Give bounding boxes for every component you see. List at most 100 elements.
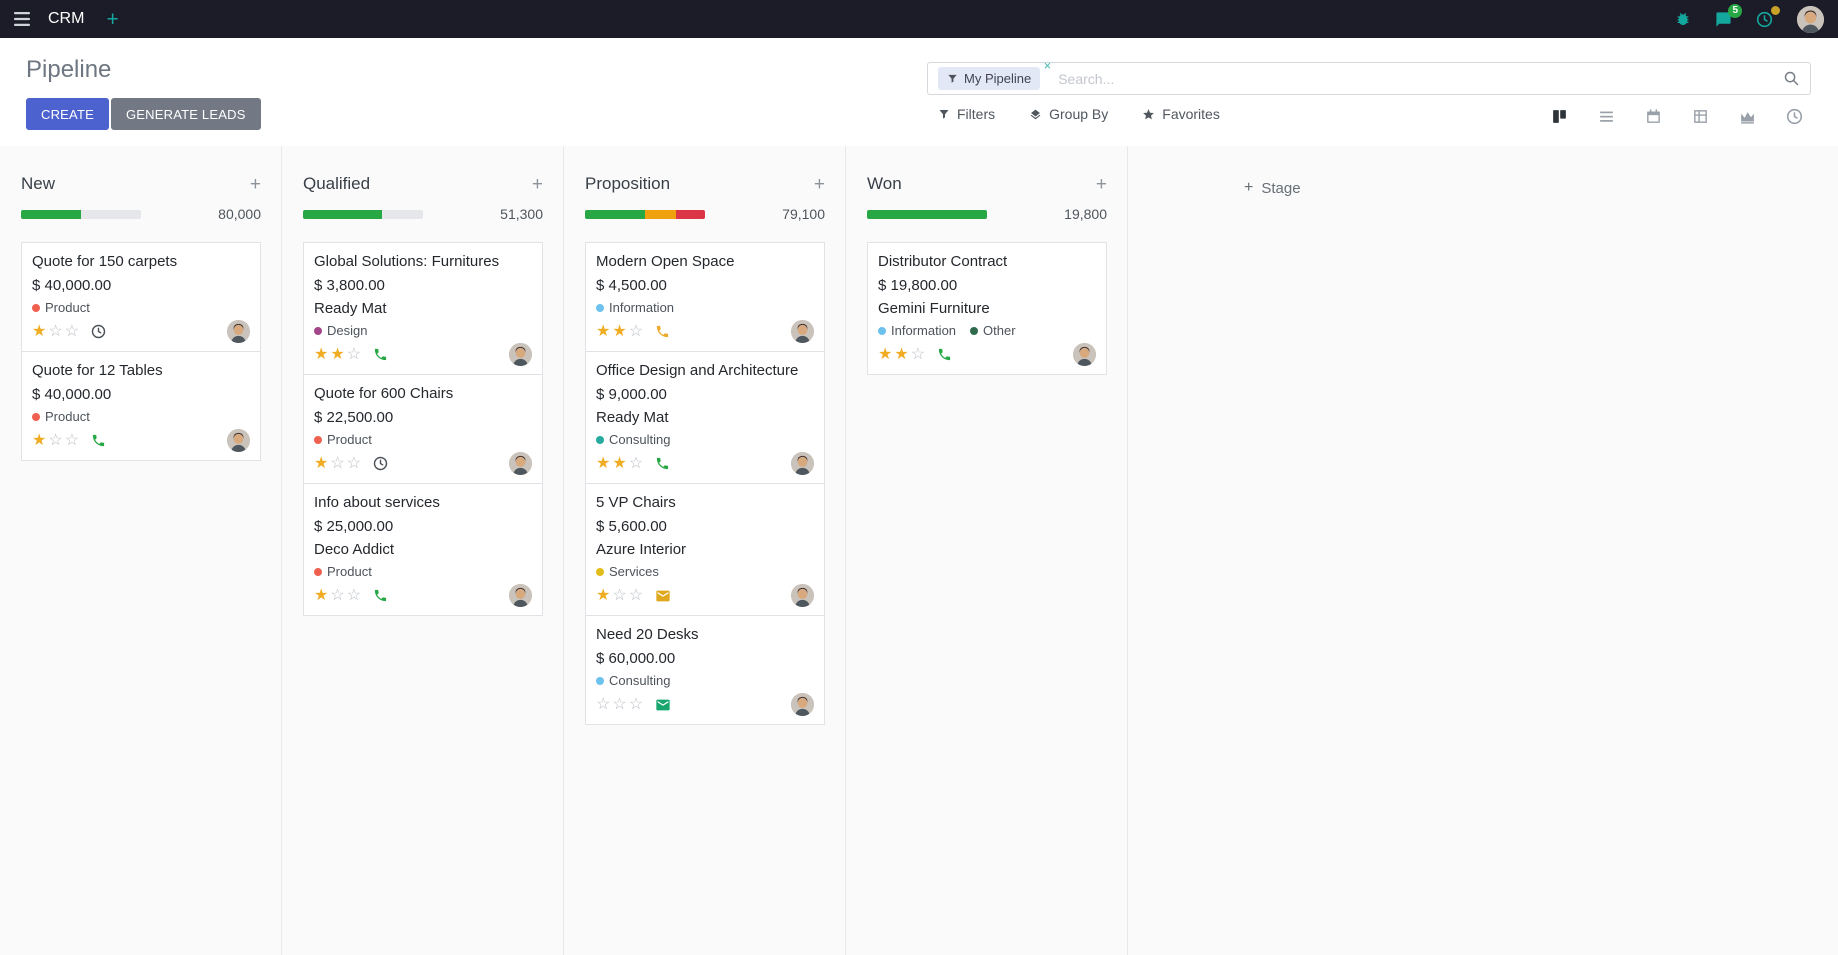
- create-button[interactable]: CREATE: [26, 98, 109, 130]
- star-filled-icon[interactable]: ★: [596, 322, 611, 340]
- star-filled-icon[interactable]: ★: [894, 345, 909, 363]
- card-tags: Design: [314, 323, 532, 338]
- activities-clock-icon[interactable]: [1756, 5, 1780, 28]
- star-empty-icon[interactable]: ☆: [612, 586, 627, 604]
- activity-phone-icon[interactable]: [91, 433, 106, 448]
- card-tags: Product: [32, 300, 250, 315]
- column-quick-create-icon[interactable]: +: [813, 173, 825, 195]
- star-filled-icon[interactable]: ★: [314, 586, 329, 604]
- salesperson-avatar: [227, 320, 250, 343]
- column-header: Qualified +: [303, 174, 543, 194]
- star-empty-icon[interactable]: ☆: [628, 586, 644, 604]
- filters-menu[interactable]: Filters: [938, 106, 995, 122]
- star-filled-icon[interactable]: ★: [314, 454, 329, 472]
- bug-icon[interactable]: [1675, 11, 1691, 27]
- tag-label: Product: [45, 409, 90, 424]
- star-empty-icon[interactable]: ☆: [64, 322, 80, 340]
- messages-icon[interactable]: 5: [1715, 3, 1742, 28]
- activity-phone-icon[interactable]: [655, 324, 670, 339]
- progress-segment: [867, 209, 987, 219]
- star-empty-icon[interactable]: ☆: [596, 695, 611, 713]
- column-total: 79,100: [782, 206, 825, 222]
- column-title: Won: [867, 174, 902, 193]
- star-empty-icon[interactable]: ☆: [48, 322, 63, 340]
- column-progressbar[interactable]: [585, 209, 705, 219]
- view-pivot-icon[interactable]: [1681, 100, 1720, 132]
- view-activity-icon[interactable]: [1775, 100, 1814, 132]
- column-quick-create-icon[interactable]: +: [249, 173, 261, 195]
- view-graph-icon[interactable]: [1728, 100, 1767, 132]
- activity-phone-icon[interactable]: [937, 347, 952, 362]
- group-by-menu[interactable]: Group By: [1029, 106, 1108, 122]
- kanban-card[interactable]: Office Design and Architecture $ 9,000.00…: [585, 351, 825, 484]
- kanban-card[interactable]: 5 VP Chairs $ 5,600.00 Azure Interior Servi…: [585, 483, 825, 616]
- star-empty-icon[interactable]: ☆: [330, 586, 345, 604]
- star-empty-icon[interactable]: ☆: [628, 322, 644, 340]
- star-empty-icon[interactable]: ☆: [628, 695, 644, 713]
- kanban-card[interactable]: Quote for 600 Chairs $ 22,500.00 Product ★ ☆…: [303, 374, 543, 484]
- current-app-name[interactable]: CRM: [48, 10, 85, 27]
- star-empty-icon[interactable]: ☆: [64, 431, 80, 449]
- star-filled-icon[interactable]: ★: [32, 322, 47, 340]
- kanban-card[interactable]: Modern Open Space $ 4,500.00 Information ★ ★…: [585, 242, 825, 352]
- column-progressbar[interactable]: [867, 209, 987, 219]
- column-progressbar[interactable]: [21, 209, 141, 219]
- star-empty-icon[interactable]: ☆: [628, 454, 644, 472]
- systray-add-icon[interactable]: +: [106, 7, 119, 31]
- tag-color-dot: [596, 567, 604, 576]
- view-calendar-icon[interactable]: [1634, 100, 1673, 132]
- activity-mail-icon[interactable]: [655, 697, 671, 713]
- facet-remove-icon[interactable]: ×: [1043, 58, 1052, 73]
- kanban-card[interactable]: Info about services $ 25,000.00 Deco Addic…: [303, 483, 543, 616]
- favorites-menu[interactable]: Favorites: [1142, 106, 1220, 122]
- view-list-icon[interactable]: [1587, 100, 1626, 132]
- kanban-card[interactable]: Quote for 150 carpets $ 40,000.00 Product ★…: [21, 242, 261, 352]
- search-bar[interactable]: My Pipeline ×: [927, 58, 1811, 95]
- star-filled-icon[interactable]: ★: [612, 322, 627, 340]
- kanban-card[interactable]: Need 20 Desks $ 60,000.00 Consulting ☆ ☆ ☆: [585, 615, 825, 725]
- activity-clock-icon[interactable]: [373, 456, 388, 471]
- card-title: Info about services: [314, 494, 440, 511]
- tag-color-dot: [314, 567, 322, 576]
- card-title: Quote for 150 carpets: [32, 253, 178, 270]
- activity-phone-icon[interactable]: [373, 347, 388, 362]
- star-filled-icon[interactable]: ★: [314, 345, 329, 363]
- star-empty-icon[interactable]: ☆: [330, 454, 345, 472]
- star-filled-icon[interactable]: ★: [596, 454, 611, 472]
- star-empty-icon[interactable]: ☆: [346, 345, 362, 363]
- view-kanban-icon[interactable]: [1540, 100, 1579, 132]
- card-tags: Information Other: [878, 323, 1096, 338]
- star-filled-icon[interactable]: ★: [32, 431, 47, 449]
- column-quick-create-icon[interactable]: +: [531, 173, 543, 195]
- kanban-card[interactable]: Quote for 12 Tables $ 40,000.00 Product ★ ☆ ☆: [21, 351, 261, 461]
- salesperson-avatar: [791, 320, 814, 343]
- search-input[interactable]: [1058, 70, 1783, 87]
- column-cards: Modern Open Space $ 4,500.00 Information ★ ★…: [585, 242, 825, 725]
- activity-phone-icon[interactable]: [373, 588, 388, 603]
- star-empty-icon[interactable]: ☆: [910, 345, 926, 363]
- column-progressbar[interactable]: [303, 209, 423, 219]
- star-filled-icon[interactable]: ★: [878, 345, 893, 363]
- user-avatar[interactable]: [1797, 5, 1824, 33]
- column-meter: 79,100: [585, 206, 825, 222]
- activity-clock-icon[interactable]: [91, 324, 106, 339]
- search-magnifier-icon[interactable]: [1783, 70, 1800, 87]
- star-filled-icon[interactable]: ★: [330, 345, 345, 363]
- activity-mail-icon[interactable]: [655, 588, 671, 604]
- star-empty-icon[interactable]: ☆: [612, 695, 627, 713]
- search-facet-label: My Pipeline: [964, 71, 1032, 86]
- add-stage-button[interactable]: + Stage: [1244, 179, 1301, 197]
- kanban-column: New +80,000 Quote for 150 carpets $ 40,000.…: [0, 146, 282, 955]
- star-empty-icon[interactable]: ☆: [346, 454, 362, 472]
- activities-badge-dot: [1771, 5, 1780, 15]
- kanban-card[interactable]: Distributor Contract $ 19,800.00 Gemini Fu…: [867, 242, 1107, 375]
- generate-leads-button[interactable]: GENERATE LEADS: [110, 98, 261, 130]
- kanban-card[interactable]: Global Solutions: Furnitures $ 3,800.00 Re…: [303, 242, 543, 375]
- activity-phone-icon[interactable]: [655, 456, 670, 471]
- column-quick-create-icon[interactable]: +: [1095, 173, 1107, 195]
- star-filled-icon[interactable]: ★: [612, 454, 627, 472]
- apps-menu-icon[interactable]: [14, 12, 30, 26]
- star-filled-icon[interactable]: ★: [596, 586, 611, 604]
- star-empty-icon[interactable]: ☆: [48, 431, 63, 449]
- star-empty-icon[interactable]: ☆: [346, 586, 362, 604]
